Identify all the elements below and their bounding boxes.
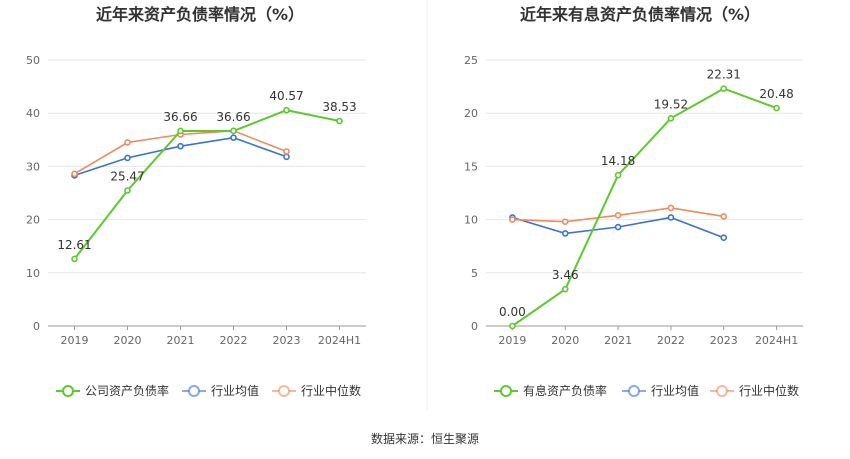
y-tick-label: 10 [26,267,40,280]
data-point [230,127,237,135]
data-label: 19.52 [654,97,688,111]
x-tick-label: 2024H1 [755,334,798,347]
x-tick-label: 2020 [551,334,579,347]
interest-bearing-debt-ratio-chart: 近年来有息资产负债率情况（%） 0 5 10 15 20 25 2019 2020 2021 202… [464,5,803,398]
x-tick-label: 2021 [167,334,195,347]
data-point [614,171,622,179]
data-point [177,127,184,135]
legend: 公司资产负债率 行业均值 行业中位数 [56,383,361,398]
legend-swatch-marker [188,385,200,397]
legend-swatch-marker [500,385,512,397]
data-point [561,218,569,226]
y-tick-label: 20 [464,107,478,120]
data-point [667,115,675,122]
series-2 [71,127,290,178]
source-text: 数据来源：恒生聚源 [371,431,479,446]
legend-label: 公司资产负债率 [85,383,169,398]
series-0: 12.61 25.47 36.66 36.66 40.57 38.53 [57,89,357,263]
data-label: 3.46 [552,268,579,282]
data-point [124,154,131,162]
series-0: 0.00 3.46 14.18 19.52 22.31 20.48 [499,68,794,330]
x-tick-label: 2019 [498,334,526,347]
data-point [283,153,290,161]
y-tick-label: 30 [26,160,40,173]
legend-label: 行业均值 [651,383,699,398]
data-point [283,106,290,114]
data-label: 40.57 [269,89,303,103]
data-point [336,117,343,125]
data-label: 14.18 [601,154,635,168]
data-point [124,187,131,194]
legend-item: 有息资产负债率 [494,383,607,398]
series-1 [71,134,290,179]
x-tick-label: 2023 [273,334,301,347]
legend-item: 行业均值 [622,383,699,398]
data-point [667,204,675,212]
data-point [720,213,728,220]
data-point [230,134,237,141]
y-tick-label: 0 [471,320,478,333]
data-point [720,234,728,241]
legend-item: 公司资产负债率 [56,383,169,398]
data-point [561,230,569,237]
legend-label: 行业中位数 [739,383,799,398]
data-label: 25.47 [110,169,144,183]
legend-label: 行业均值 [211,383,259,398]
data-label: 36.66 [163,110,197,124]
data-point [124,139,131,146]
y-tick-label: 25 [464,54,478,67]
data-point [667,214,675,221]
data-point [71,170,78,178]
legend-swatch-marker [62,385,74,397]
legend-label: 行业中位数 [301,383,361,398]
x-tick-label: 2023 [710,334,738,347]
legend-swatch-marker [716,385,728,397]
data-label: 22.31 [707,68,741,82]
y-tick-label: 50 [26,54,40,67]
y-tick-label: 20 [26,214,40,227]
legend-item: 行业中位数 [710,383,799,398]
series-1 [509,214,728,241]
data-label: 38.53 [322,100,356,114]
data-point [614,223,622,231]
series-line [511,87,777,327]
y-tick-label: 10 [464,214,478,227]
y-tick-label: 5 [471,267,478,280]
x-tick-label: 2024H1 [318,334,361,347]
chart-title: 近年来资产负债率情况（%） [96,5,304,24]
legend-item: 行业中位数 [272,383,361,398]
data-point [177,142,184,150]
data-point [283,148,290,155]
series-2 [509,204,728,226]
x-tick-label: 2020 [114,334,142,347]
x-tick-label: 2019 [61,334,89,347]
legend: 有息资产负债率 行业均值 行业中位数 [494,383,799,398]
series-line [73,109,340,260]
data-point [614,212,622,219]
data-point [509,216,516,223]
x-tick-label: 2022 [657,334,685,347]
y-tick-label: 40 [26,107,40,120]
data-point [720,85,728,92]
legend-swatch-marker [278,385,290,397]
x-tick-label: 2021 [604,334,632,347]
data-label: 36.66 [216,110,250,124]
legend-swatch-marker [628,385,640,397]
legend-item: 行业均值 [182,383,259,398]
y-tick-label: 0 [33,320,40,333]
data-point [71,255,78,263]
data-label: 0.00 [499,305,526,319]
legend-label: 有息资产负债率 [523,383,607,398]
debt-ratio-chart: 近年来资产负债率情况（%） 0 10 20 30 40 50 2019 2020 2021 2022… [26,5,366,398]
y-tick-label: 15 [464,160,478,173]
data-point [773,104,780,112]
chart-title: 近年来有息资产负债率情况（%） [520,5,760,24]
data-label: 12.61 [57,238,91,252]
x-tick-label: 2022 [220,334,248,347]
data-label: 20.48 [759,87,793,101]
data-point [509,322,516,330]
data-point [561,285,569,293]
